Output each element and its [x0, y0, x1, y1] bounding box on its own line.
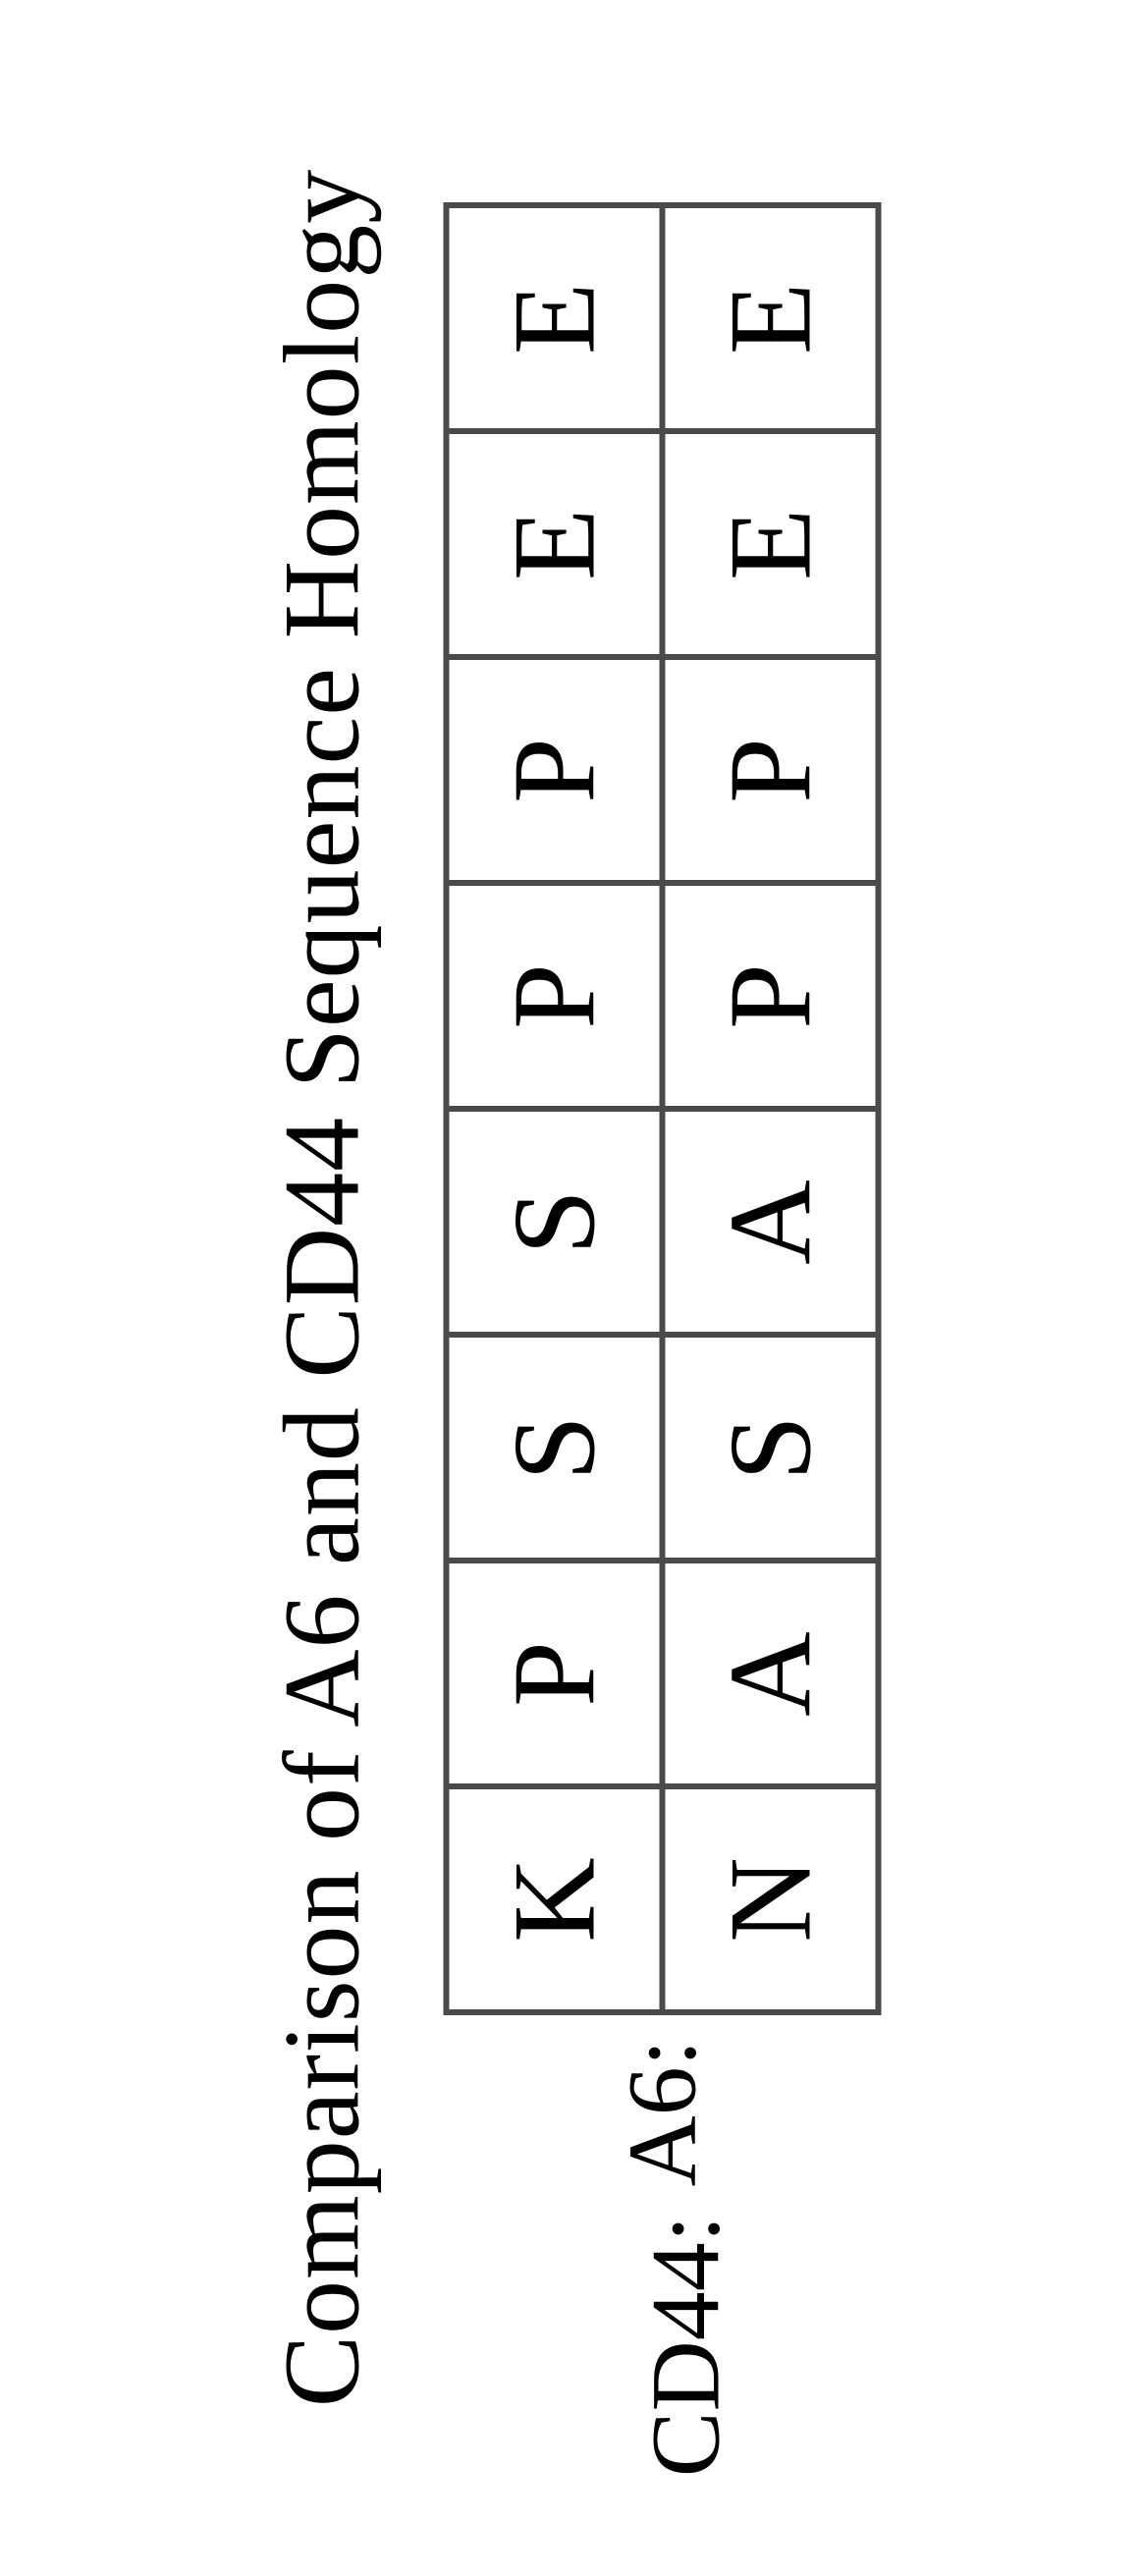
sequence-line-a6: A6: K P S S P P E E N A S: [443, 203, 881, 2374]
table-row: K P S S P P E E: [446, 206, 662, 2013]
seq-cell: P: [446, 884, 662, 1110]
figure-caption: FIG. 2: [1133, 1165, 1140, 1410]
seq-cell: E: [662, 206, 878, 432]
seq-cell: A: [662, 1562, 878, 1787]
seq-cell: K: [446, 1787, 662, 2013]
sequence-table: K P S S P P E E N A S A P: [443, 203, 881, 2016]
seq-cell: P: [662, 884, 878, 1110]
rotated-page: Comparison of A6 and CD44 Sequence Homol…: [0, 718, 1140, 1858]
seq-cell: P: [446, 658, 662, 884]
seq-cell: S: [446, 1336, 662, 1562]
row-label-cd44: CD44:: [629, 2192, 742, 2549]
seq-cell: P: [446, 1562, 662, 1787]
table-row: N A S A P P E E: [662, 206, 878, 2013]
seq-cell: N: [662, 1787, 878, 2013]
sequence-container: A6: K P S S P P E E N A S: [443, 110, 881, 2467]
seq-cell: E: [446, 206, 662, 432]
figure-title: Comparison of A6 and CD44 Sequence Homol…: [259, 110, 384, 2467]
seq-cell: S: [446, 1110, 662, 1336]
figure-content: Comparison of A6 and CD44 Sequence Homol…: [259, 110, 881, 2467]
seq-cell: E: [446, 432, 662, 658]
seq-cell: S: [662, 1336, 878, 1562]
seq-cell: A: [662, 1110, 878, 1336]
seq-cell: E: [662, 432, 878, 658]
seq-cell: P: [662, 658, 878, 884]
